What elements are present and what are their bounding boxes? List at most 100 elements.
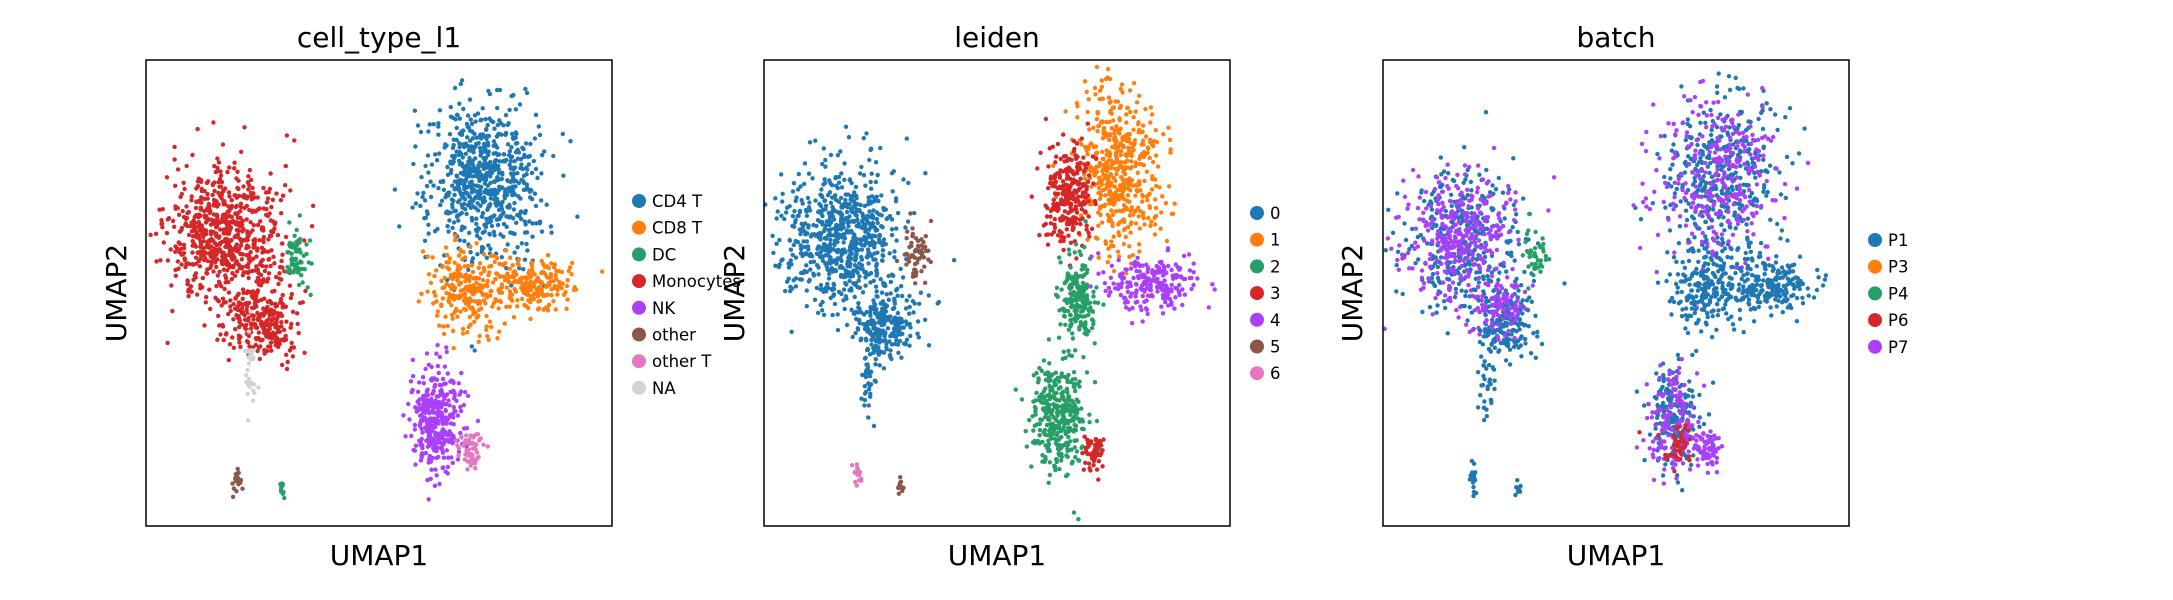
data-point bbox=[1051, 163, 1056, 168]
data-point bbox=[283, 304, 289, 309]
data-point bbox=[1084, 285, 1089, 291]
data-point bbox=[255, 248, 260, 253]
data-point bbox=[545, 308, 551, 313]
data-point bbox=[244, 373, 249, 378]
data-point bbox=[1146, 215, 1151, 221]
data-point bbox=[439, 390, 444, 395]
data-point bbox=[1142, 289, 1147, 294]
data-point bbox=[495, 222, 501, 228]
data-point bbox=[851, 268, 856, 273]
data-point bbox=[524, 241, 529, 247]
data-point bbox=[867, 157, 872, 163]
data-point bbox=[921, 239, 926, 245]
data-point bbox=[1153, 128, 1159, 133]
data-point bbox=[513, 150, 519, 155]
data-point bbox=[805, 195, 811, 201]
data-point bbox=[224, 238, 229, 244]
data-point bbox=[879, 290, 885, 295]
data-point bbox=[502, 152, 507, 157]
data-point bbox=[273, 334, 278, 339]
data-point bbox=[859, 310, 864, 315]
data-point bbox=[1068, 265, 1073, 270]
data-point bbox=[855, 327, 861, 332]
data-point bbox=[519, 177, 524, 182]
data-point bbox=[491, 229, 497, 235]
data-point bbox=[512, 286, 517, 292]
data-point bbox=[490, 304, 495, 309]
data-point bbox=[505, 178, 510, 183]
data-point bbox=[188, 284, 194, 289]
data-point bbox=[1106, 176, 1111, 182]
data-point bbox=[793, 284, 799, 289]
data-point bbox=[455, 278, 460, 283]
data-point bbox=[435, 313, 440, 318]
data-point bbox=[185, 211, 190, 216]
data-point bbox=[297, 240, 302, 245]
data-point bbox=[527, 274, 532, 279]
data-point bbox=[845, 261, 850, 267]
data-point bbox=[855, 270, 860, 275]
data-point bbox=[535, 292, 541, 298]
data-point bbox=[1128, 182, 1134, 187]
data-point bbox=[852, 263, 858, 268]
data-point bbox=[600, 269, 605, 274]
data-point bbox=[456, 263, 461, 268]
data-point bbox=[456, 453, 461, 458]
data-point bbox=[507, 149, 513, 154]
data-point bbox=[447, 403, 452, 408]
data-point bbox=[1085, 193, 1091, 198]
data-point bbox=[889, 356, 894, 362]
data-point bbox=[434, 377, 440, 382]
data-point bbox=[872, 245, 877, 250]
data-point bbox=[213, 200, 218, 205]
data-point bbox=[457, 141, 462, 146]
data-point bbox=[841, 240, 846, 245]
data-point bbox=[476, 140, 481, 146]
data-point bbox=[1086, 199, 1091, 204]
data-point bbox=[862, 203, 867, 209]
data-point bbox=[912, 249, 918, 254]
data-point bbox=[1118, 141, 1123, 146]
data-point bbox=[804, 239, 810, 244]
data-point bbox=[1065, 454, 1070, 459]
legend-item: other bbox=[632, 326, 696, 345]
data-point bbox=[451, 198, 456, 203]
data-point bbox=[196, 176, 201, 181]
data-point bbox=[481, 141, 487, 147]
data-point bbox=[1073, 204, 1079, 209]
data-point bbox=[1048, 181, 1053, 186]
data-point bbox=[274, 191, 279, 196]
data-point bbox=[153, 231, 159, 236]
data-point bbox=[1173, 295, 1178, 300]
data-point bbox=[1128, 230, 1133, 235]
data-point bbox=[421, 190, 426, 196]
data-point bbox=[827, 212, 833, 218]
data-point bbox=[1070, 336, 1076, 341]
data-point bbox=[1120, 189, 1126, 194]
data-point bbox=[1123, 152, 1128, 157]
data-point bbox=[907, 244, 912, 250]
data-point bbox=[176, 212, 182, 217]
data-point bbox=[1145, 269, 1150, 275]
data-point bbox=[479, 214, 485, 219]
data-point bbox=[828, 200, 834, 206]
data-point bbox=[420, 194, 425, 200]
data-point bbox=[1103, 173, 1108, 178]
data-point bbox=[536, 124, 541, 129]
data-point bbox=[235, 471, 240, 476]
data-point bbox=[839, 171, 844, 176]
cluster-dc bbox=[278, 481, 287, 501]
data-point bbox=[440, 264, 445, 270]
data-point bbox=[793, 255, 799, 260]
data-point bbox=[890, 189, 895, 194]
data-point bbox=[1080, 298, 1085, 303]
data-point bbox=[535, 175, 540, 181]
data-point bbox=[1086, 173, 1092, 178]
data-point bbox=[800, 201, 805, 206]
data-point bbox=[284, 366, 290, 372]
data-point bbox=[509, 145, 514, 150]
data-point bbox=[1180, 302, 1185, 308]
data-point bbox=[189, 198, 194, 203]
data-point bbox=[495, 190, 500, 196]
data-point bbox=[275, 232, 281, 238]
